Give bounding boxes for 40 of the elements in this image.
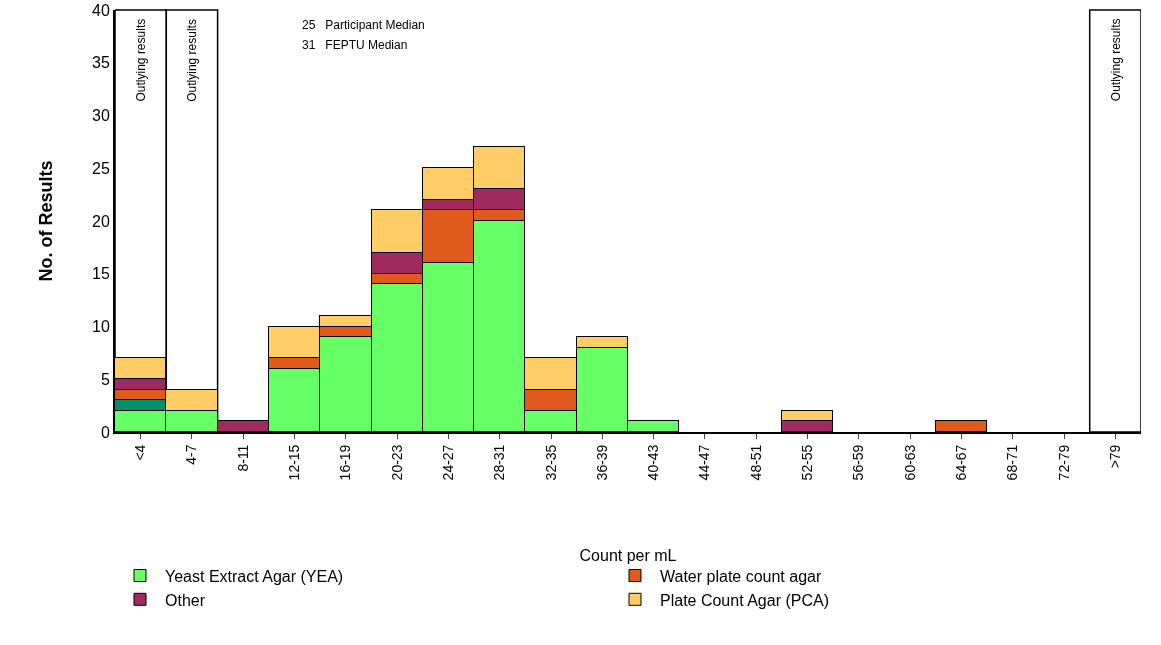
band-label: Outlying results [1108,18,1123,102]
x-tick-label: 56-59 [850,444,867,481]
annotation: 31 FEPTU Median [302,38,408,52]
y-tick-label: 10 [92,318,110,336]
legend-label: Other [165,591,206,609]
band-label: Outlying results [185,19,200,102]
y-tick-label: 25 [92,159,110,177]
x-tick-label: 40-43 [645,444,662,481]
x-tick-label: >79 [1106,444,1123,469]
legend-label: Plate Count Agar (PCA) [660,591,829,609]
y-tick-label: 30 [92,107,110,125]
x-tick-label: 4-7 [183,444,200,465]
x-tick-label: 32-35 [542,444,559,481]
y-axis-title: No. of Results [35,160,56,282]
y-tick-label: 0 [100,423,110,441]
x-tick-label: 68-71 [1004,444,1021,481]
y-tick-label: 15 [92,265,110,283]
x-tick-label: 8-11 [234,444,251,472]
x-tick-label: 72-79 [1055,444,1072,481]
x-tick-label: 12-15 [286,444,303,481]
band-label: Outlying results [133,18,148,102]
x-tick-label: 52-55 [799,444,816,481]
x-tick-label: 60-63 [901,444,918,481]
x-tick-label: 64-67 [953,444,969,481]
y-tick-label: 35 [92,54,110,72]
x-tick-label: 36-39 [593,444,610,481]
x-tick-label: 20-23 [388,444,405,481]
legend-label: Water plate count agar [660,567,822,585]
x-axis-title: Count per mL [579,546,677,564]
x-tick-label: 16-19 [337,444,354,481]
y-tick-label: 20 [92,212,110,230]
y-tick-label: 5 [100,370,110,388]
annotation: 25 Participant Median [302,18,425,32]
x-tick-label: 28-31 [491,444,508,481]
x-tick-label: 44-47 [696,444,713,481]
y-tick-label: 40 [92,1,110,19]
x-tick-label: <4 [132,444,149,461]
legend-label: Yeast Extract Agar (YEA) [165,567,344,585]
x-tick-label: 48-51 [747,444,764,481]
x-tick-label: 24-27 [440,444,456,481]
